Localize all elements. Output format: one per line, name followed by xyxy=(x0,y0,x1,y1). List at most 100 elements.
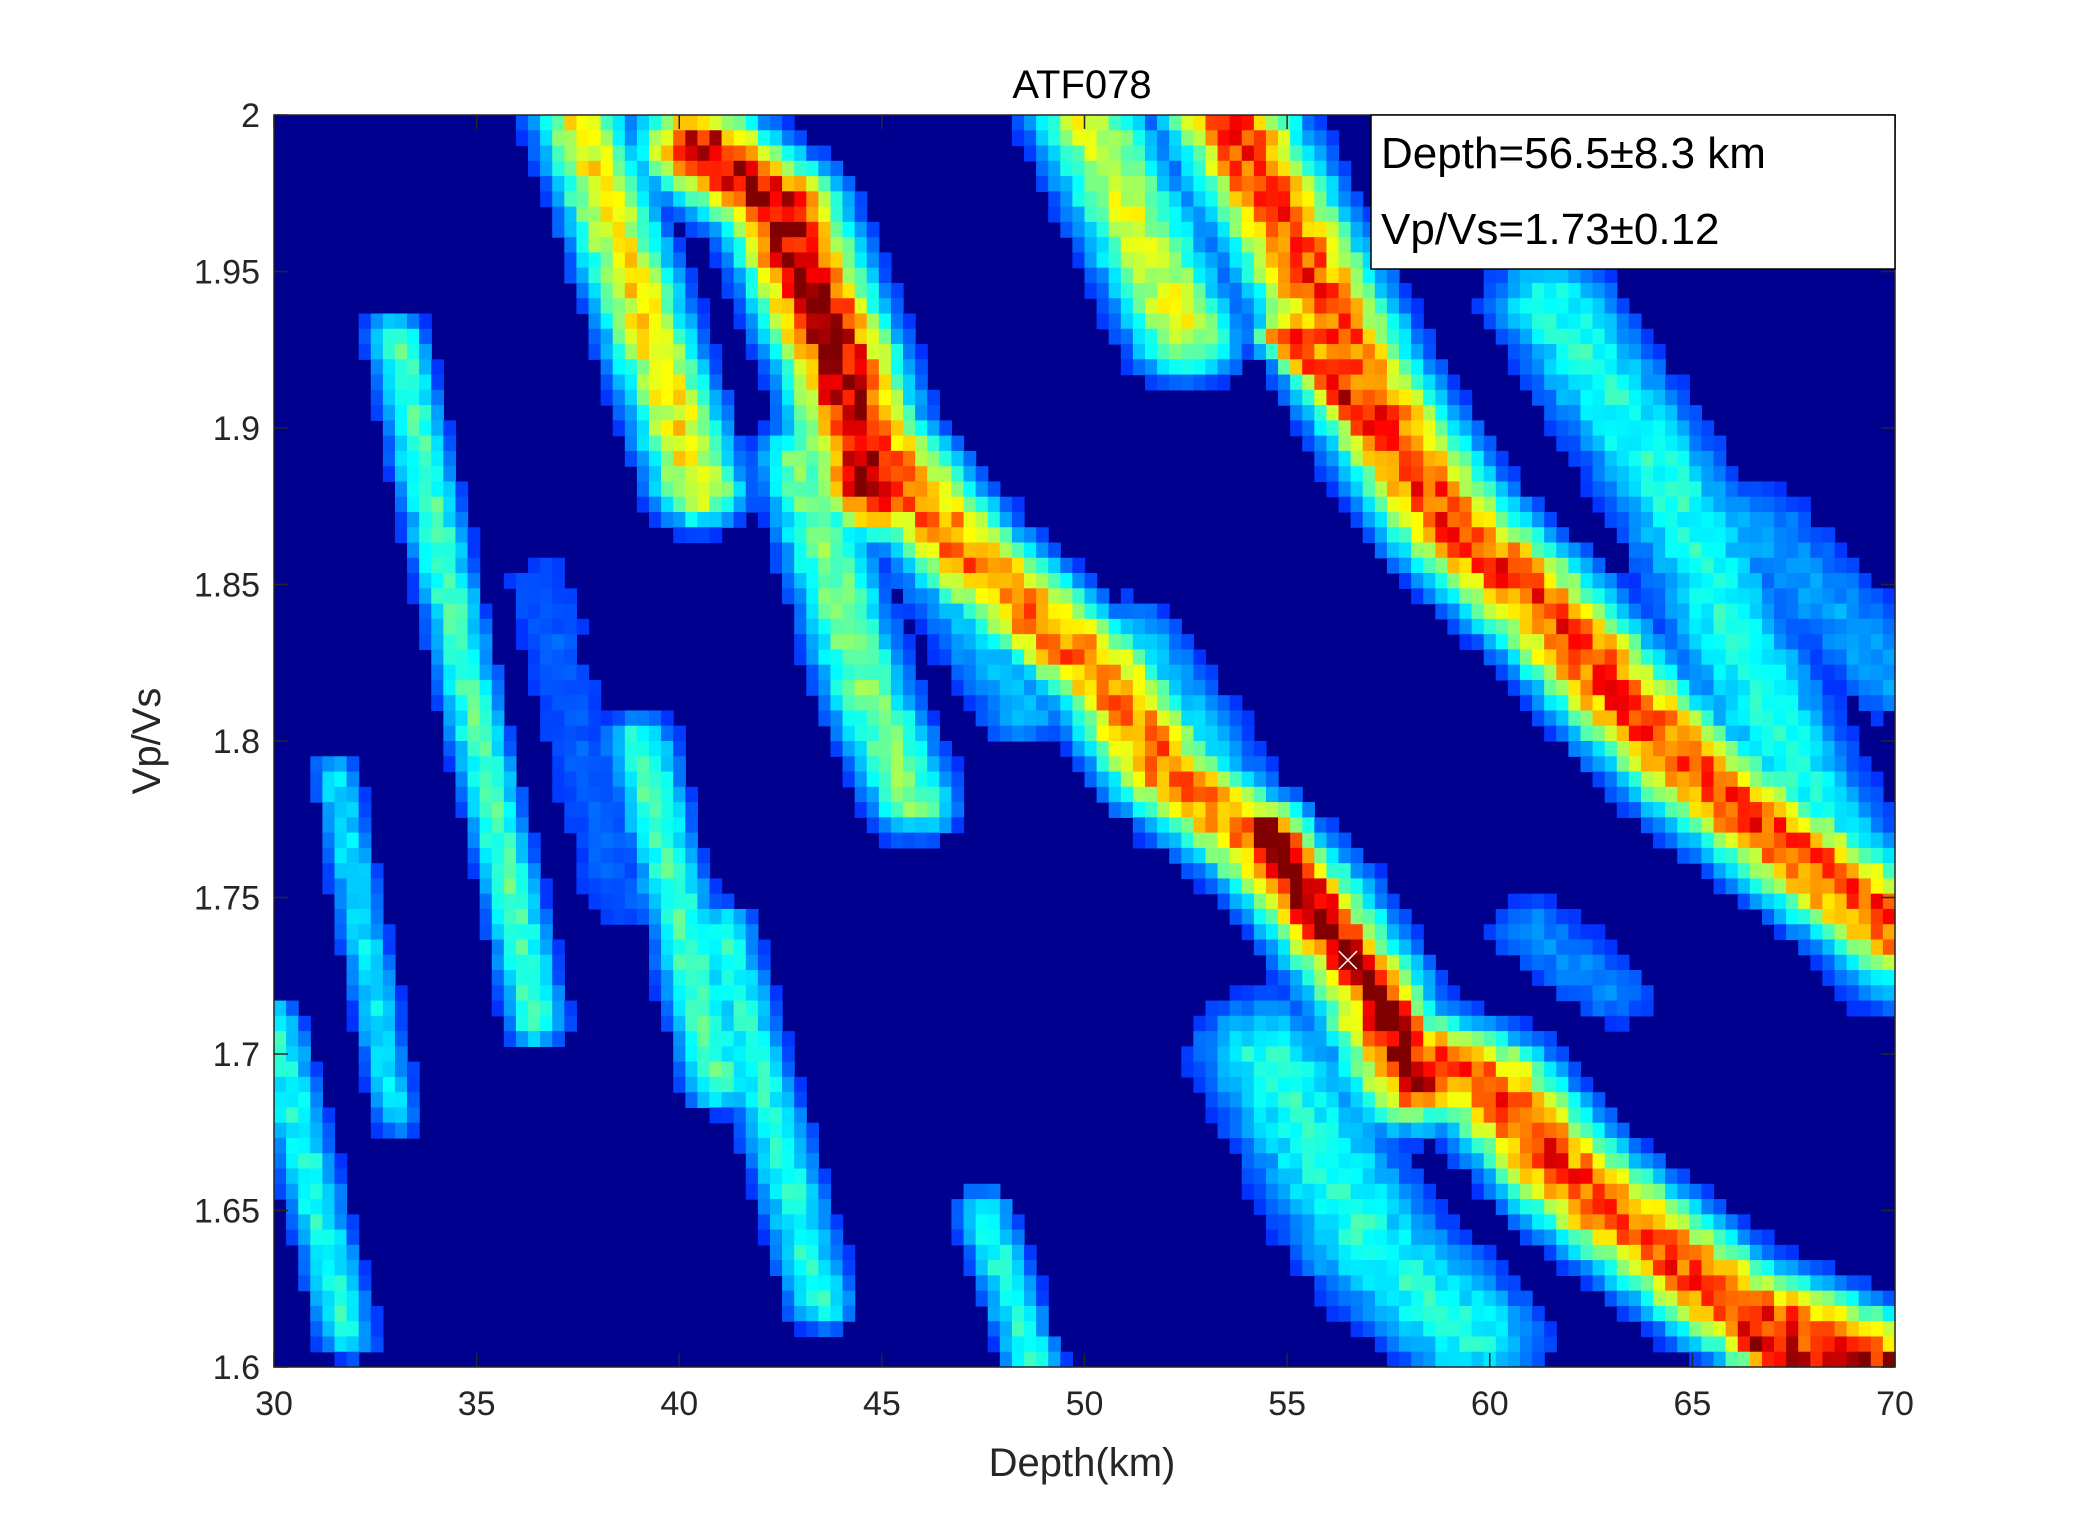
heatmap-cell xyxy=(1132,634,1146,650)
heatmap-cell xyxy=(709,1076,723,1093)
heatmap-cell xyxy=(310,1290,323,1307)
heatmap-cell xyxy=(1036,588,1049,605)
heatmap-cell xyxy=(274,1107,287,1124)
heatmap-cell xyxy=(1616,679,1630,696)
heatmap-cell xyxy=(1108,725,1122,742)
heatmap-cell xyxy=(1084,603,1098,620)
heatmap-cell xyxy=(1253,817,1267,834)
heatmap-cell xyxy=(1471,1122,1485,1139)
heatmap-cell xyxy=(1459,1275,1473,1292)
heatmap-cell xyxy=(757,282,771,299)
heatmap-cell xyxy=(1798,679,1811,696)
heatmap-cell xyxy=(697,206,711,223)
heatmap-cell xyxy=(1048,710,1061,727)
heatmap-cell xyxy=(1011,603,1025,620)
heatmap-cell xyxy=(1459,1076,1473,1093)
heatmap-cell xyxy=(806,145,819,162)
heatmap-cell xyxy=(576,282,590,299)
heatmap-cell xyxy=(733,970,747,986)
heatmap-cell xyxy=(370,1321,384,1338)
heatmap-cell xyxy=(1519,649,1533,666)
heatmap-cell xyxy=(1532,634,1545,650)
heatmap-cell xyxy=(1278,1107,1291,1124)
heatmap-cell xyxy=(1640,649,1654,666)
heatmap-cell xyxy=(1435,985,1449,1002)
heatmap-cell xyxy=(1495,649,1509,666)
heatmap-cell xyxy=(1314,1061,1328,1078)
heatmap-cell xyxy=(1725,878,1739,895)
heatmap-cell xyxy=(636,313,650,330)
heatmap-cell xyxy=(1495,1076,1509,1093)
heatmap-cell xyxy=(794,1199,807,1215)
heatmap-cell xyxy=(1532,1153,1545,1170)
heatmap-cell xyxy=(636,221,650,238)
heatmap-cell xyxy=(1411,924,1424,941)
heatmap-cell xyxy=(1314,954,1328,971)
heatmap-cell xyxy=(1483,542,1497,559)
heatmap-cell xyxy=(1217,1000,1231,1017)
heatmap-cell xyxy=(769,298,783,315)
heatmap-cell xyxy=(685,1076,698,1093)
heatmap-cell xyxy=(685,359,698,376)
heatmap-cell xyxy=(382,970,396,986)
heatmap-cell xyxy=(576,221,590,238)
heatmap-cell xyxy=(854,282,868,299)
heatmap-cell xyxy=(1810,817,1824,834)
heatmap-cell xyxy=(1846,970,1860,986)
heatmap-cell xyxy=(1725,603,1739,620)
heatmap-cell xyxy=(1423,1199,1436,1215)
heatmap-cell xyxy=(1519,344,1533,360)
heatmap-cell xyxy=(963,649,977,666)
heatmap-cell xyxy=(1362,1168,1376,1185)
heatmap-cell xyxy=(612,878,626,895)
heatmap-cell xyxy=(636,450,650,467)
heatmap-cell xyxy=(1302,970,1315,986)
heatmap-cell xyxy=(1108,710,1122,727)
heatmap-cell xyxy=(1435,1061,1449,1078)
heatmap-cell xyxy=(1798,496,1811,513)
heatmap-cell xyxy=(1278,1046,1291,1063)
heatmap-cell xyxy=(503,939,517,956)
heatmap-cell xyxy=(757,1015,771,1032)
heatmap-cell xyxy=(1653,1321,1666,1338)
heatmap-cell xyxy=(1205,1076,1219,1093)
heatmap-cell xyxy=(1774,893,1787,910)
heatmap-cell xyxy=(1689,1275,1703,1292)
heatmap-cell xyxy=(310,1321,323,1338)
heatmap-cell xyxy=(1241,1137,1255,1154)
heatmap-cell xyxy=(866,786,880,803)
heatmap-cell xyxy=(1519,695,1533,712)
heatmap-cell xyxy=(927,542,940,559)
heatmap-cell xyxy=(1314,176,1328,192)
heatmap-cell xyxy=(1084,221,1098,238)
heatmap-cell xyxy=(1580,954,1594,971)
heatmap-cell xyxy=(1253,1061,1267,1078)
heatmap-cell xyxy=(1144,298,1158,315)
heatmap-cell xyxy=(1519,1092,1533,1109)
heatmap-cell xyxy=(479,634,493,650)
heatmap-cell xyxy=(1108,664,1122,681)
heatmap-cell xyxy=(927,802,940,818)
heatmap-cell xyxy=(1435,435,1449,452)
heatmap-cell xyxy=(1713,786,1727,803)
heatmap-cell xyxy=(1786,634,1799,650)
heatmap-cell xyxy=(624,344,638,360)
heatmap-cell xyxy=(890,573,904,589)
heatmap-cell xyxy=(661,954,674,971)
heatmap-cell xyxy=(1471,1000,1485,1017)
heatmap-cell xyxy=(552,756,565,773)
heatmap-cell xyxy=(431,603,444,620)
heatmap-cell xyxy=(830,450,844,467)
heatmap-cell xyxy=(818,1168,832,1185)
heatmap-cell xyxy=(1556,1107,1569,1124)
heatmap-cell xyxy=(358,802,372,818)
heatmap-cell xyxy=(1532,1183,1545,1200)
heatmap-cell xyxy=(1350,405,1364,421)
heatmap-cell xyxy=(407,420,420,437)
heatmap-cell xyxy=(1483,924,1497,941)
heatmap-cell xyxy=(1278,145,1291,162)
heatmap-cell xyxy=(455,481,469,498)
heatmap-cell xyxy=(987,1183,1001,1200)
heatmap-cell xyxy=(1604,420,1618,437)
heatmap-cell xyxy=(915,405,928,421)
